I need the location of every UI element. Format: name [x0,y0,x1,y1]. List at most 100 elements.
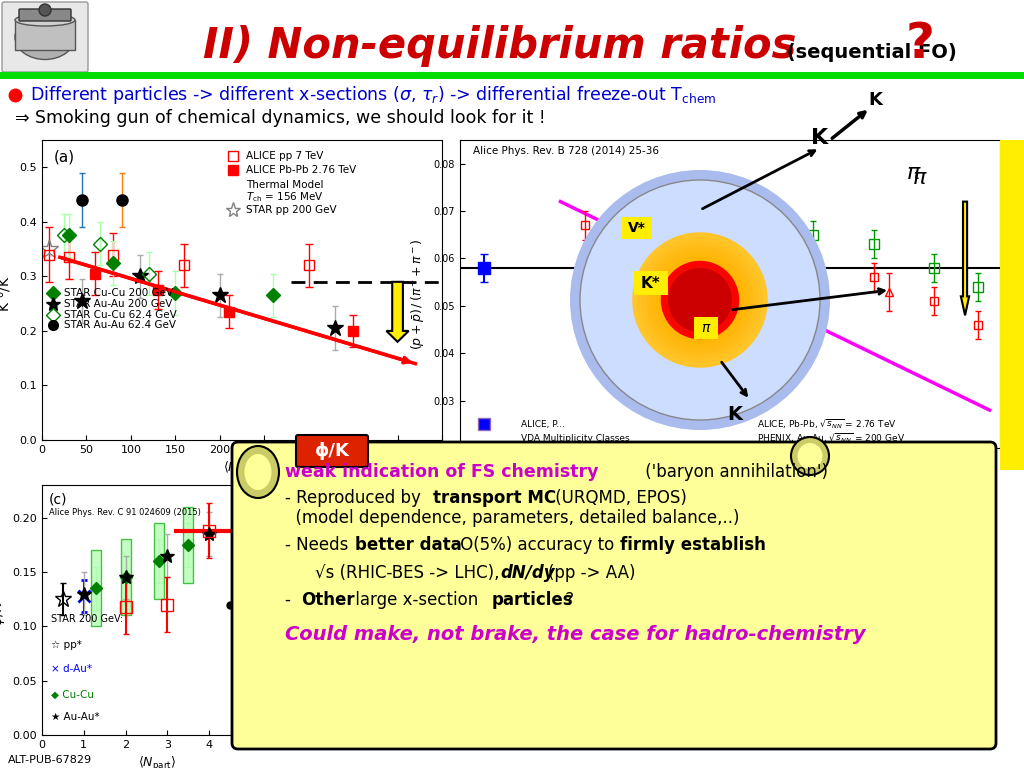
Circle shape [656,256,744,344]
Text: - Needs: - Needs [285,536,353,554]
Circle shape [618,218,782,382]
Circle shape [680,280,720,320]
Circle shape [623,223,777,377]
Circle shape [608,208,792,392]
Text: ALICE Pb-Pb 2.76 TeV: ALICE Pb-Pb 2.76 TeV [247,165,356,175]
Circle shape [689,290,711,311]
Circle shape [666,266,734,335]
Text: × d-Au*: × d-Au* [51,664,92,674]
Bar [91,550,101,627]
Bar [1000,140,1024,470]
FancyBboxPatch shape [19,9,71,21]
Text: ?: ? [560,591,574,609]
Circle shape [632,232,768,368]
Text: $T_{\rm ch}$ = 156 MeV: $T_{\rm ch}$ = 156 MeV [247,190,325,204]
Text: firmly establish: firmly establish [620,536,766,554]
Text: ?: ? [905,20,935,68]
Circle shape [580,180,820,420]
Circle shape [684,284,716,316]
Text: STAR Cu-Cu 200 GeV: STAR Cu-Cu 200 GeV [65,288,173,298]
Circle shape [694,294,706,306]
Circle shape [637,237,763,363]
Text: VDA Multiplicity Classes: VDA Multiplicity Classes [521,434,630,443]
Text: ◆ Cu-Cu: ◆ Cu-Cu [51,690,94,700]
Text: ALICE pp 7 TeV: ALICE pp 7 TeV [247,151,324,161]
Text: better data: better data [355,536,462,554]
FancyArrow shape [961,202,969,316]
Text: ⇒ Smoking gun of chemical dynamics, we should look for it !: ⇒ Smoking gun of chemical dynamics, we s… [15,109,546,127]
Ellipse shape [237,446,279,498]
Ellipse shape [791,437,829,475]
Text: $\pi$: $\pi$ [912,168,928,188]
FancyBboxPatch shape [622,217,652,239]
Text: STAR Cu-Cu 62.4 GeV: STAR Cu-Cu 62.4 GeV [65,310,177,319]
Bar [15,20,75,50]
Circle shape [646,247,754,353]
Circle shape [660,261,739,339]
Text: √s (RHIC-BES -> LHC),: √s (RHIC-BES -> LHC), [315,564,505,582]
Circle shape [642,242,758,358]
Text: Alice Phys. Rev. B 728 (2014) 25-36: Alice Phys. Rev. B 728 (2014) 25-36 [473,146,658,156]
Circle shape [604,204,797,396]
Text: (URQMD, EPOS): (URQMD, EPOS) [550,489,687,507]
Ellipse shape [245,454,271,490]
X-axis label: $\langle N_{\rm part}\rangle$: $\langle N_{\rm part}\rangle$ [138,756,176,768]
X-axis label: $\langle N_{\rm part}\rangle$: $\langle N_{\rm part}\rangle$ [223,461,261,478]
Circle shape [570,170,830,430]
Bar [0,72,1024,79]
Circle shape [675,275,725,325]
Text: (c): (c) [49,492,68,507]
Y-axis label: $(p+\bar{p})\,/\,(\pi^+\!+\pi^-)$: $(p+\bar{p})\,/\,(\pi^+\!+\pi^-)$ [410,238,428,349]
Text: particles: particles [492,591,573,609]
Text: (sequential FO): (sequential FO) [780,42,956,61]
Circle shape [668,268,732,332]
Text: STAR 200 GeV:: STAR 200 GeV: [51,614,123,624]
Text: $\pi$: $\pi$ [905,163,922,184]
Text: dN/dy: dN/dy [500,564,555,582]
Text: (Pb-side): (Pb-side) [521,449,561,457]
Text: PHENIX, Au-Au, $\sqrt{s_{NN}}$ = 200 GeV: PHENIX, Au-Au, $\sqrt{s_{NN}}$ = 200 GeV [757,432,905,445]
Text: BRAHMS, Au-Au, $\sqrt{s_{NN}}$ = 200 GeV: BRAHMS, Au-Au, $\sqrt{s_{NN}}$ = 200 GeV [757,446,910,459]
FancyBboxPatch shape [296,435,368,467]
Text: (a): (a) [54,149,75,164]
Text: $\pi$: $\pi$ [700,321,712,335]
Text: K: K [868,91,882,109]
FancyBboxPatch shape [2,2,88,72]
FancyArrow shape [386,282,409,342]
Circle shape [585,185,815,415]
Ellipse shape [15,14,75,26]
Text: STAR pp 200 GeV: STAR pp 200 GeV [247,205,337,215]
Bar [183,507,194,583]
Text: ALT-PUB-67829: ALT-PUB-67829 [8,755,92,765]
Text: Thermal Model: Thermal Model [247,180,324,190]
Text: ALICE, P...: ALICE, P... [521,420,565,429]
Y-axis label: K$^{*0}$/K$^{-}$: K$^{*0}$/K$^{-}$ [0,268,14,312]
Text: Alice Phys. Rev. C 91 024609 (2015): Alice Phys. Rev. C 91 024609 (2015) [49,508,201,517]
Text: Different particles -> different x-sections ($\sigma$, $\tau_{r}$) -> differenti: Different particles -> different x-secti… [30,84,717,106]
FancyBboxPatch shape [634,271,668,295]
Circle shape [613,214,786,387]
Text: STAR Au-Au 62.4 GeV: STAR Au-Au 62.4 GeV [65,320,176,330]
Text: II) Non-equilibrium ratios: II) Non-equilibrium ratios [204,25,797,67]
Text: Could make, not brake, the case for hadro-chemistry: Could make, not brake, the case for hadr… [285,625,865,644]
Text: O(5%) accuracy to: O(5%) accuracy to [455,536,620,554]
Text: (model dependence, parameters, detailed balance,..): (model dependence, parameters, detailed … [285,509,739,527]
FancyBboxPatch shape [694,317,718,339]
Text: V*: V* [628,221,646,235]
Text: -: - [285,591,296,609]
Text: ϕ/K: ϕ/K [314,442,349,460]
Circle shape [599,199,801,401]
Circle shape [628,227,772,372]
FancyBboxPatch shape [232,442,996,749]
Circle shape [590,190,811,411]
Text: transport MC: transport MC [433,489,556,507]
Text: K: K [727,406,742,425]
Circle shape [594,194,806,406]
Text: ALICE, Pb-Pb, $\sqrt{s_{NN}}$ = 2.76 TeV: ALICE, Pb-Pb, $\sqrt{s_{NN}}$ = 2.76 TeV [757,418,897,431]
Text: weak indication of FS chemistry: weak indication of FS chemistry [285,463,598,481]
Bar [121,539,131,615]
Text: ('baryon annihilation'): ('baryon annihilation') [640,463,828,481]
Circle shape [651,251,749,349]
Ellipse shape [798,443,822,469]
Y-axis label: $\phi$/K$^{-}$: $\phi$/K$^{-}$ [0,594,7,626]
